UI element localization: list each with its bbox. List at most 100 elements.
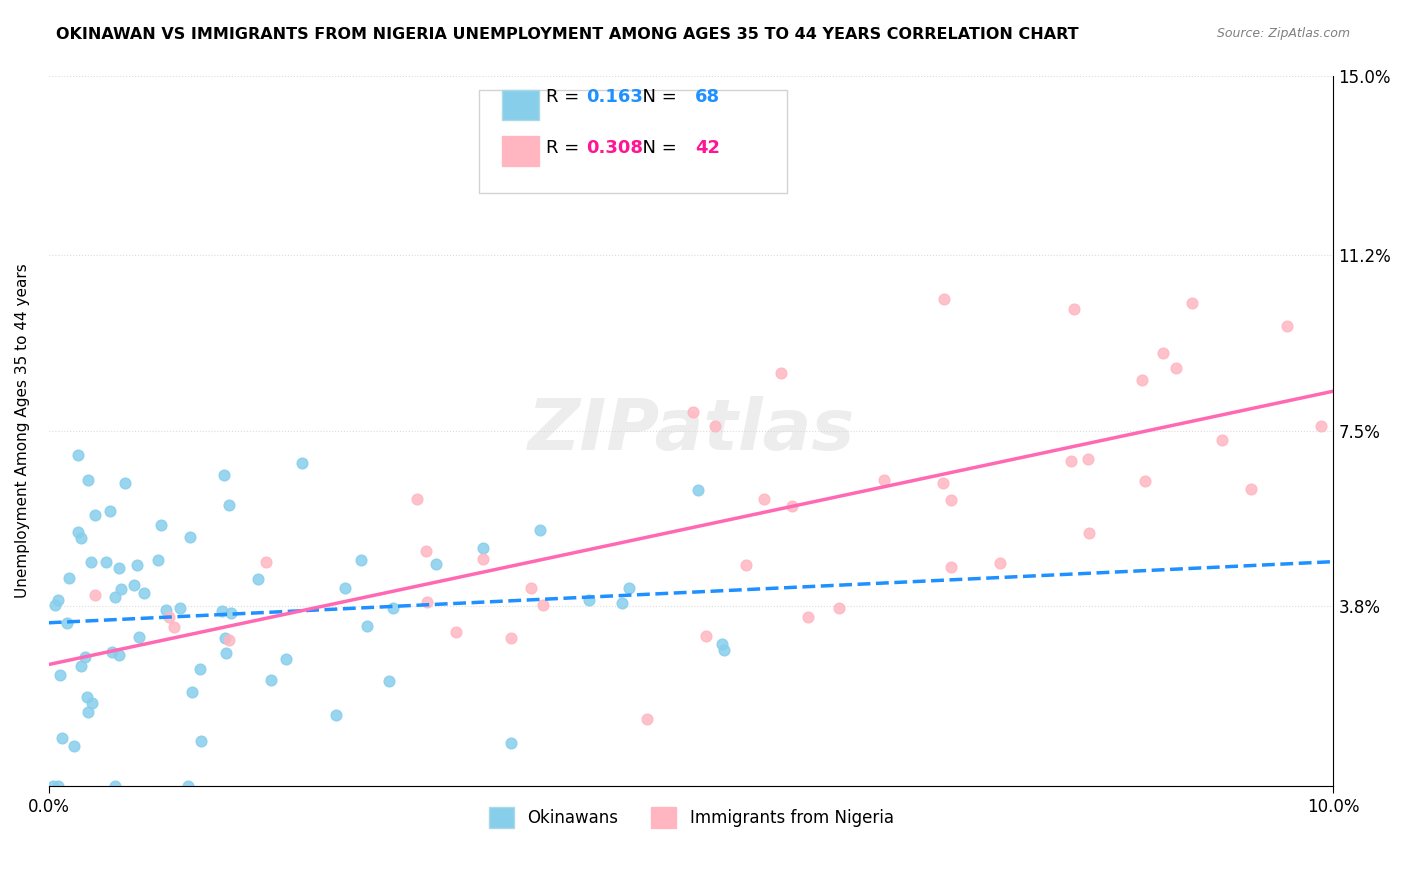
Point bbox=[44, 598, 66, 612]
Point bbox=[1152, 346, 1174, 360]
Point bbox=[1211, 433, 1233, 447]
Point bbox=[247, 572, 270, 586]
Point bbox=[444, 625, 467, 640]
Point bbox=[218, 498, 240, 512]
Point bbox=[703, 418, 725, 433]
Legend: Okinawans, Immigrants from Nigeria: Okinawans, Immigrants from Nigeria bbox=[482, 801, 900, 834]
Point bbox=[934, 292, 956, 306]
Point bbox=[66, 525, 89, 540]
Point bbox=[356, 619, 378, 633]
Point bbox=[688, 483, 710, 498]
Point bbox=[84, 588, 107, 602]
Point bbox=[578, 592, 600, 607]
Point bbox=[941, 560, 963, 574]
Point bbox=[734, 558, 756, 573]
Point bbox=[291, 456, 314, 470]
Point bbox=[80, 555, 103, 569]
Text: 68: 68 bbox=[695, 87, 720, 106]
Point bbox=[499, 631, 522, 645]
Point bbox=[179, 530, 201, 544]
Point bbox=[98, 504, 121, 518]
Point bbox=[1130, 374, 1153, 388]
Point bbox=[149, 518, 172, 533]
Point bbox=[104, 779, 127, 793]
Point bbox=[333, 581, 356, 595]
Point bbox=[46, 779, 69, 793]
Point bbox=[1275, 319, 1298, 334]
Point bbox=[214, 631, 236, 645]
Point bbox=[122, 578, 145, 592]
Point bbox=[77, 705, 100, 719]
Point bbox=[610, 596, 633, 610]
Point bbox=[46, 593, 69, 607]
Point bbox=[101, 645, 124, 659]
Point bbox=[274, 652, 297, 666]
Text: Source: ZipAtlas.com: Source: ZipAtlas.com bbox=[1216, 27, 1350, 40]
Point bbox=[636, 712, 658, 726]
Point bbox=[83, 508, 105, 523]
Text: OKINAWAN VS IMMIGRANTS FROM NIGERIA UNEMPLOYMENT AMONG AGES 35 TO 44 YEARS CORRE: OKINAWAN VS IMMIGRANTS FROM NIGERIA UNEM… bbox=[56, 27, 1078, 42]
Point bbox=[990, 556, 1012, 570]
Point bbox=[682, 405, 704, 419]
Text: R =: R = bbox=[546, 139, 585, 157]
Point bbox=[1078, 526, 1101, 541]
Point bbox=[415, 544, 437, 558]
Point bbox=[159, 610, 181, 624]
Point bbox=[66, 448, 89, 462]
Point bbox=[107, 648, 129, 662]
Point bbox=[146, 553, 169, 567]
Point bbox=[256, 556, 278, 570]
Point bbox=[218, 633, 240, 648]
Text: 0.163: 0.163 bbox=[586, 87, 643, 106]
Point bbox=[382, 601, 405, 615]
Point bbox=[378, 673, 401, 688]
Point bbox=[1133, 475, 1156, 489]
Point bbox=[501, 736, 523, 750]
Text: R =: R = bbox=[546, 87, 585, 106]
Point bbox=[471, 552, 494, 566]
Point bbox=[260, 673, 283, 687]
Point bbox=[939, 493, 962, 508]
Point bbox=[51, 731, 73, 746]
Point bbox=[1240, 482, 1263, 496]
Point bbox=[1164, 361, 1187, 376]
Point bbox=[128, 630, 150, 644]
Text: 0.308: 0.308 bbox=[586, 139, 643, 157]
Point bbox=[1309, 419, 1331, 434]
Point bbox=[214, 467, 236, 482]
Point bbox=[104, 590, 127, 604]
Point bbox=[190, 734, 212, 748]
Point bbox=[710, 637, 733, 651]
Point bbox=[797, 609, 820, 624]
Point bbox=[125, 558, 148, 573]
Point bbox=[416, 594, 439, 608]
Point bbox=[1060, 454, 1083, 468]
Point bbox=[471, 541, 494, 555]
Point bbox=[70, 659, 93, 673]
Point bbox=[1063, 301, 1085, 316]
Point bbox=[162, 620, 184, 634]
Point bbox=[76, 690, 98, 704]
Point bbox=[533, 598, 555, 612]
Point bbox=[177, 779, 200, 793]
Point bbox=[617, 581, 640, 595]
Point bbox=[405, 492, 427, 507]
Point bbox=[520, 582, 543, 596]
Point bbox=[70, 531, 93, 545]
Point bbox=[58, 571, 80, 585]
Point bbox=[132, 586, 155, 600]
Point bbox=[529, 523, 551, 537]
Point bbox=[425, 557, 447, 571]
Point bbox=[828, 601, 851, 615]
Y-axis label: Unemployment Among Ages 35 to 44 years: Unemployment Among Ages 35 to 44 years bbox=[15, 263, 30, 598]
Point bbox=[1077, 452, 1099, 467]
Point bbox=[695, 629, 717, 643]
Point bbox=[55, 615, 77, 630]
Point bbox=[873, 474, 896, 488]
Point bbox=[110, 582, 132, 596]
Point bbox=[96, 555, 118, 569]
Point bbox=[114, 475, 136, 490]
Point bbox=[181, 685, 204, 699]
FancyBboxPatch shape bbox=[502, 90, 540, 120]
FancyBboxPatch shape bbox=[479, 90, 787, 193]
